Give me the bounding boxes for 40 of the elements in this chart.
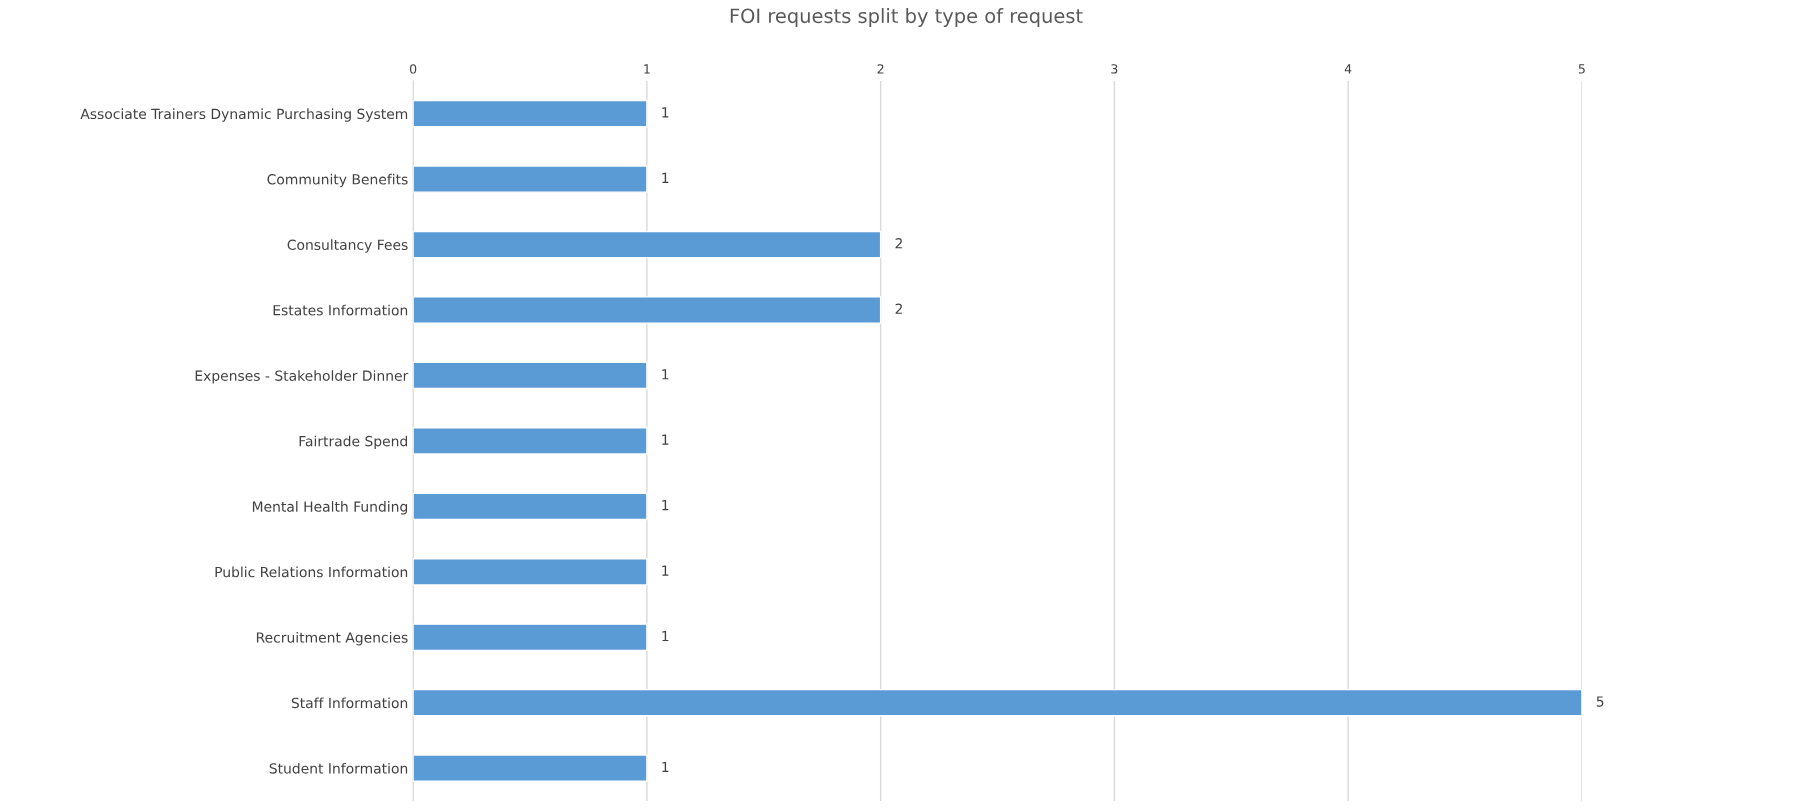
data-label: 1 [662,500,669,511]
bar [413,361,648,390]
bar [413,558,648,586]
y-tick-label: Mental Health Funding [252,501,408,515]
bar [413,754,648,782]
y-tick-label: Expenses - Stakeholder Dinner [195,370,409,384]
bar [413,99,648,128]
data-label: 5 [1596,696,1604,707]
data-label: 2 [895,303,902,314]
data-label: 1 [662,761,669,773]
bar [413,688,1582,717]
x-tick-label: 5 [1578,64,1585,74]
data-label: 1 [662,107,669,118]
bar [413,296,882,324]
bar [413,427,648,455]
bar [413,165,648,193]
y-tick-label: Public Relations Information [215,566,408,578]
chart-title: FOI requests split by type of request [730,8,1083,27]
y-tick-label: Student Information [269,762,408,774]
x-tick-label: 3 [1111,64,1118,74]
x-tick-label: 4 [1344,64,1352,74]
y-tick-label: Fairtrade Spend [299,435,408,450]
x-tick-label: 0 [409,64,417,74]
y-tick-label: Estates Information [273,304,408,316]
data-label: 1 [662,630,669,642]
data-label: 1 [662,369,669,380]
x-tick-label: 2 [877,64,884,74]
x-tick-label: 1 [644,64,650,74]
data-label: 1 [662,172,669,183]
y-tick-label: Community Benefits [267,173,408,188]
data-label: 1 [662,565,669,576]
y-tick-label: Recruitment Agencies [256,631,408,646]
y-tick-label: Staff Information [291,697,408,709]
bar [413,623,648,652]
y-tick-label: Associate Trainers Dynamic Purchasing System [80,108,408,122]
bar [413,492,648,521]
data-label: 1 [662,434,669,445]
bar [413,230,882,259]
y-tick-label: Consultancy Fees [287,239,408,253]
data-label: 2 [895,238,902,249]
